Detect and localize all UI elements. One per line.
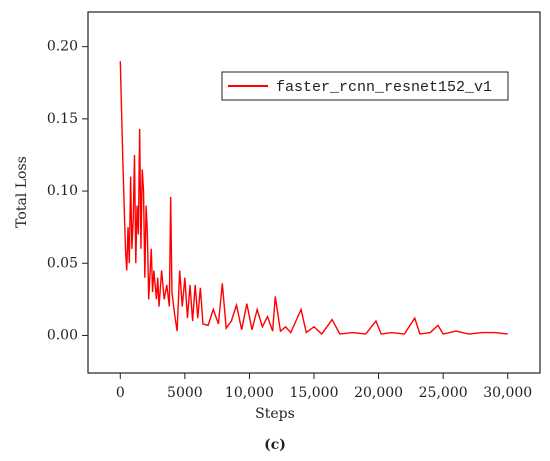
legend-label: faster_rcnn_resnet152_v1 [276,79,492,96]
y-tick-label: 0.15 [47,111,78,127]
x-tick-label: 15,000 [290,385,339,401]
y-tick-label: 0.20 [47,39,78,55]
y-axis-label: Total Loss [14,156,30,228]
x-tick-label: 5000 [167,385,203,401]
x-axis-label: Steps [255,406,295,422]
y-tick-label: 0.05 [47,255,78,271]
caption: (c) [264,437,286,453]
y-tick-label: 0.00 [47,327,78,343]
x-tick-label: 10,000 [225,385,274,401]
x-tick-label: 25,000 [419,385,468,401]
plot-frame [87,11,541,374]
legend-box [221,71,509,101]
y-tick-label: 0.10 [47,183,78,199]
line-series [119,61,508,336]
x-tick-label: 0 [116,385,125,401]
x-tick-label: 30,000 [483,385,532,401]
x-tick-label: 20,000 [354,385,403,401]
